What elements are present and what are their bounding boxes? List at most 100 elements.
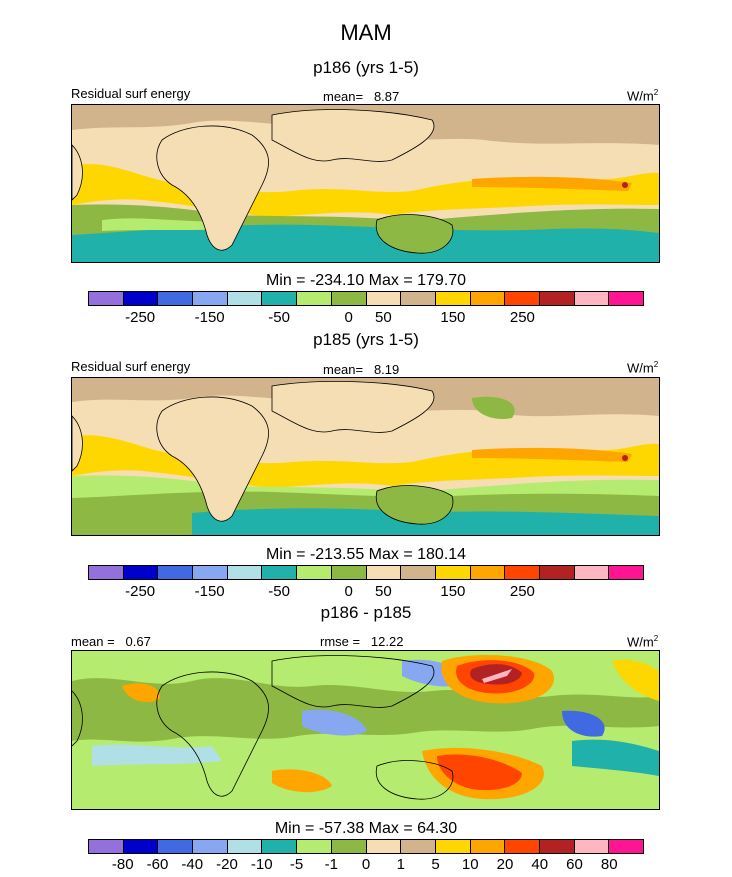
colorbar-tick-label: -150 [194, 309, 225, 326]
panel3-blue-patch-3 [302, 709, 367, 736]
colorbar-tick-label: 250 [509, 309, 535, 326]
colorbar-swatch [366, 566, 402, 579]
panel1-south-teal [72, 224, 659, 262]
panel3-colorbar [88, 839, 644, 854]
colorbar-tick-label: 0 [344, 309, 353, 326]
panel1-americas-east [72, 144, 83, 201]
colorbar-tick-label: 5 [431, 856, 440, 873]
panel3-map [71, 650, 660, 810]
panel3-units-label: W/m2 [627, 634, 659, 650]
colorbar-swatch [297, 292, 332, 305]
colorbar-swatch [470, 840, 506, 853]
panel3-sio-orange [272, 769, 332, 793]
colorbar-swatch [505, 840, 540, 853]
colorbar-swatch [227, 292, 263, 305]
panel2-eurasia [271, 381, 435, 433]
colorbar-tick-label: 0 [361, 856, 371, 873]
colorbar-tick-label: -10 [250, 856, 273, 873]
panel1-south-light [102, 218, 232, 231]
colorbar-swatch [158, 566, 194, 579]
colorbar-tick-label: -80 [111, 856, 134, 873]
colorbar-swatch [158, 840, 194, 853]
colorbar-tick-label: 1 [396, 856, 405, 873]
colorbar-swatch [574, 840, 610, 853]
colorbar-swatch [297, 566, 332, 579]
colorbar-tick-label: 50 [375, 309, 392, 326]
panel2-hotspot [622, 455, 628, 461]
colorbar-swatch [123, 566, 159, 579]
panel2-minmax: Min = -213.55 Max = 180.14 [265, 546, 467, 563]
panel3-colorbar-ticks: -80 -60 -40 -20 -10 -5 -1 0 1 5 10 20 40 60 80 [88, 856, 644, 874]
panel1-hotspot [622, 182, 628, 188]
panel3-blue-patch-4 [562, 710, 605, 737]
colorbar-tick-label: 50 [375, 583, 392, 600]
colorbar-tick-label: 80 [600, 856, 618, 873]
colorbar-swatch [609, 840, 643, 853]
colorbar-swatch [89, 292, 124, 305]
colorbar-swatch [609, 566, 643, 579]
panel1-eurasia [271, 109, 435, 162]
panel3-mean-label: mean = 0.67 [71, 634, 151, 649]
colorbar-tick-label: -250 [125, 309, 156, 326]
panel1-colorbar-ticks: -250 -150 -50 0 50 150 250 [88, 309, 644, 327]
panel3-spac-red [437, 754, 522, 791]
colorbar-swatch [574, 566, 610, 579]
colorbar-tick-label: 10 [461, 856, 479, 873]
colorbar-swatch [262, 840, 298, 853]
colorbar-swatch [401, 566, 436, 579]
panel1-minmax: Min = -234.10 Max = 179.70 [265, 272, 467, 289]
panel2-title: p185 (yrs 1-5) [313, 330, 419, 349]
colorbar-tick-label: 0 [344, 583, 353, 600]
colorbar-swatch [227, 840, 263, 853]
panel1-australia [375, 214, 454, 254]
colorbar-tick-label: -20 [216, 856, 238, 873]
colorbar-swatch [435, 566, 471, 579]
panel1-colorbar [88, 291, 644, 306]
panel3-ne-yellow [612, 659, 659, 701]
colorbar-swatch [331, 840, 367, 853]
colorbar-swatch [193, 292, 228, 305]
panel2-colorbar [88, 565, 644, 580]
colorbar-tick-label: -250 [125, 583, 156, 600]
panel1-map-svg [72, 105, 659, 262]
colorbar-tick-label: 150 [440, 309, 466, 326]
colorbar-swatch [331, 292, 367, 305]
colorbar-swatch [123, 840, 159, 853]
colorbar-swatch [609, 292, 643, 305]
colorbar-swatch [366, 292, 402, 305]
colorbar-swatch [435, 840, 471, 853]
figure-title: MAM [340, 20, 392, 45]
colorbar-swatch [574, 292, 610, 305]
colorbar-swatch [297, 840, 332, 853]
colorbar-tick-label: -5 [289, 856, 304, 873]
panel3-map-svg [72, 651, 659, 809]
panel2-map [71, 377, 660, 536]
panel3-minmax: Min = -57.38 Max = 64.30 [274, 820, 458, 837]
panel1-africa [156, 125, 269, 251]
colorbar-swatch [89, 840, 124, 853]
colorbar-swatch [435, 292, 471, 305]
panel2-left-label: Residual surf energy [71, 359, 191, 374]
colorbar-swatch [331, 566, 367, 579]
panel3-natl-orange [122, 683, 161, 703]
colorbar-swatch [539, 566, 575, 579]
panel1-orange-band [472, 176, 632, 191]
colorbar-swatch [193, 840, 228, 853]
panel1-title: p186 (yrs 1-5) [313, 58, 419, 77]
colorbar-swatch [539, 840, 575, 853]
panel3-americas-east [72, 690, 83, 747]
panel3-rmse-label: rmse = 12.22 [320, 634, 404, 649]
panel2-orange-band [472, 447, 632, 462]
panel1-map [71, 104, 660, 263]
colorbar-swatch [470, 566, 506, 579]
colorbar-tick-label: -150 [194, 583, 225, 600]
panel1-left-label: Residual surf energy [71, 86, 191, 101]
panel3-australia [375, 760, 454, 800]
colorbar-tick-label: -50 [268, 309, 290, 326]
colorbar-swatch [89, 566, 124, 579]
colorbar-tick-label: -40 [181, 856, 204, 873]
panel3-green-band [72, 678, 659, 742]
panel2-north-green [472, 396, 515, 419]
colorbar-tick-label: 250 [509, 583, 535, 600]
colorbar-tick-label: 60 [566, 856, 583, 873]
